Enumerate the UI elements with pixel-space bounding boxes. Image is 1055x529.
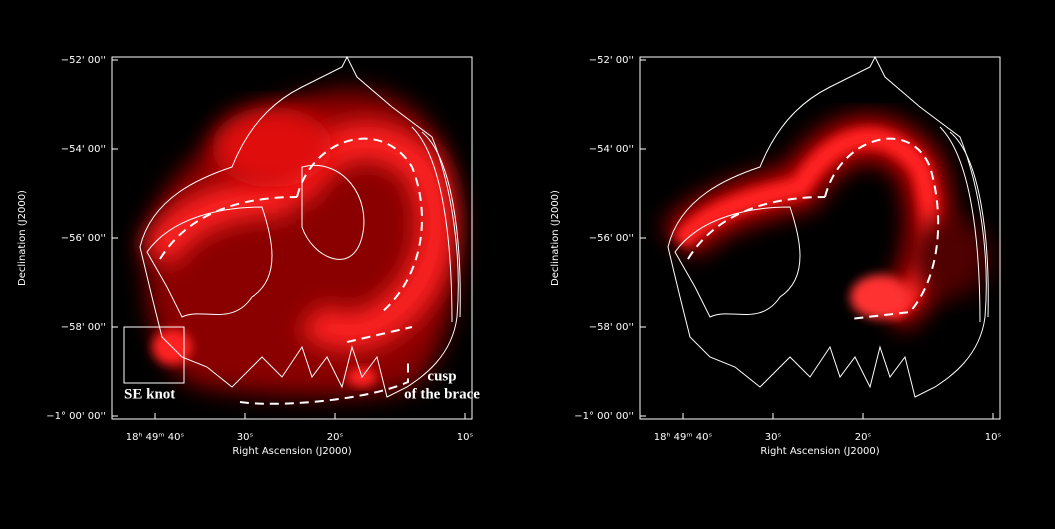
annotation: cusp — [427, 368, 456, 384]
x-tick-label: 10ˢ — [985, 432, 1002, 443]
x-axis-label: Right Ascension (J2000) — [232, 446, 351, 457]
y-tick-label: −1° 00' 00'' — [574, 411, 634, 422]
figure: −52' 00'' −54' 00'' −56' 00'' −58' 00'' −1° … — [0, 0, 1055, 529]
x-tick-label: 18ʰ 49ᵐ 40ˢ — [654, 432, 713, 443]
y-tick-label: −56' 00'' — [589, 233, 634, 244]
x-tick-label: 10ˢ — [457, 432, 474, 443]
x-tick-label: 20ˢ — [327, 432, 344, 443]
y-tick-label: −52' 00'' — [589, 55, 634, 66]
y-axis-label: Declination (J2000) — [550, 190, 561, 286]
y-tick-label: −54' 00'' — [61, 144, 106, 155]
y-tick-label: −58' 00'' — [589, 322, 634, 333]
x-tick-label: 20ˢ — [855, 432, 872, 443]
y-axis-label: Declination (J2000) — [17, 190, 28, 286]
y-tick-label: −56' 00'' — [61, 233, 106, 244]
annotation: SE knot — [124, 386, 175, 402]
x-tick-label: 30ˢ — [237, 432, 254, 443]
y-tick-label: −54' 00'' — [589, 144, 634, 155]
annotation: of the brace — [404, 386, 480, 402]
y-tick-label: −58' 00'' — [61, 322, 106, 333]
y-tick-label: −1° 00' 00'' — [46, 411, 106, 422]
x-tick-label: 18ʰ 49ᵐ 40ˢ — [126, 432, 185, 443]
x-axis-label: Right Ascension (J2000) — [760, 446, 879, 457]
y-tick-label: −52' 00'' — [61, 55, 106, 66]
x-tick-label: 30ˢ — [765, 432, 782, 443]
